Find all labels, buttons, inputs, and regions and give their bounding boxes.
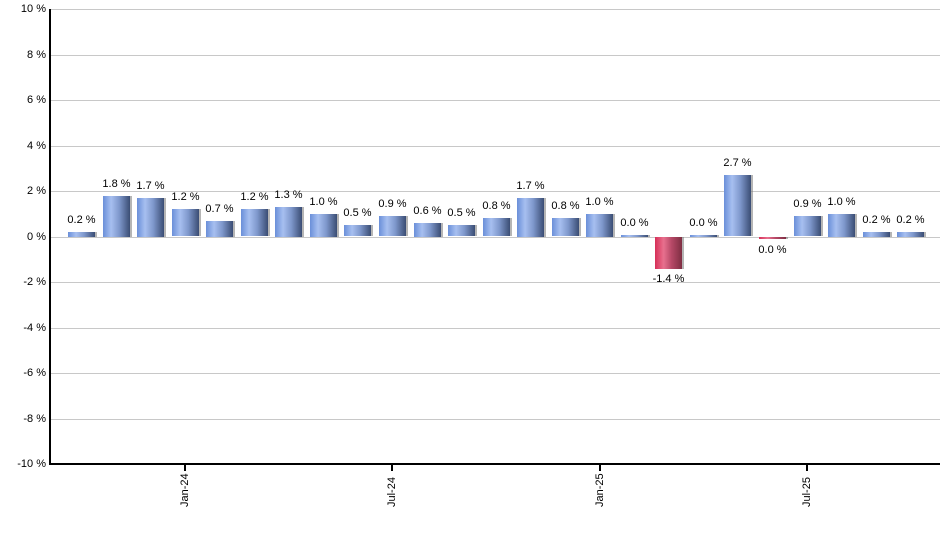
bar-value-label: 0.8 % (551, 200, 580, 212)
x-tick-label: Jul-24 (386, 477, 398, 507)
bar-dec-24 (552, 218, 579, 236)
bar-value-label: 1.3 % (274, 189, 303, 201)
y-tick-label: 10 % (20, 3, 46, 15)
y-axis-line (49, 9, 51, 465)
bar-may-25 (724, 175, 751, 236)
bar-aug-25 (828, 214, 855, 237)
x-tick-mark (806, 465, 808, 471)
x-axis-line (49, 463, 940, 465)
gridline (50, 55, 940, 56)
bar-value-label: 0.5 % (447, 207, 476, 219)
bar-apr-24 (275, 207, 302, 237)
bar-value-label: -1.4 % (652, 273, 685, 285)
gridline (50, 100, 940, 101)
bar-oct-23 (68, 232, 95, 237)
gridline (50, 328, 940, 329)
bar-value-label: 0.2 % (896, 214, 925, 226)
gridline (50, 237, 940, 238)
gridline (50, 419, 940, 420)
bar-aug-24 (414, 223, 441, 237)
bar-value-label: 2.7 % (723, 157, 752, 169)
bar-value-label: 0.2 % (862, 214, 891, 226)
bar-value-label: 0.9 % (793, 198, 822, 210)
y-tick-label: -4 % (23, 322, 46, 334)
x-tick-label: Jan-24 (179, 473, 191, 507)
bar-value-label: 1.2 % (171, 191, 200, 203)
bar-value-label: 1.7 % (136, 180, 165, 192)
bar-value-label: 1.0 % (827, 196, 856, 208)
y-tick-label: 4 % (27, 140, 46, 152)
x-tick-label: Jan-25 (594, 473, 606, 507)
bar-jul-25 (794, 216, 821, 236)
gridline (50, 146, 940, 147)
bar-mar-24 (241, 209, 268, 236)
y-tick-label: 0 % (27, 231, 46, 243)
gridline (50, 373, 940, 374)
bar-mar-25 (655, 237, 682, 269)
bar-value-label: 0.8 % (482, 200, 511, 212)
bar-apr-25 (690, 235, 717, 237)
bar-jun-24 (344, 225, 371, 236)
bar-oct-25 (897, 232, 924, 237)
bar-value-label: 0.0 % (620, 217, 649, 229)
gridline (50, 282, 940, 283)
y-tick-label: -6 % (23, 367, 46, 379)
bar-value-label: 0.9 % (378, 198, 407, 210)
x-tick-label: Jul-25 (801, 477, 813, 507)
bar-jul-24 (379, 216, 406, 236)
gridline (50, 9, 940, 10)
y-tick-label: -10 % (17, 458, 46, 470)
x-tick-mark (599, 465, 601, 471)
y-tick-label: -2 % (23, 276, 46, 288)
bar-jan-24 (172, 209, 199, 236)
bar-nov-23 (103, 196, 130, 237)
bar-value-label: 0.6 % (413, 205, 442, 217)
bar-oct-24 (483, 218, 510, 236)
bar-value-label: 0.5 % (343, 207, 372, 219)
bar-value-label: 1.8 % (102, 178, 131, 190)
y-tick-label: -8 % (23, 413, 46, 425)
bar-dec-23 (137, 198, 164, 237)
bar-value-label: 0.7 % (205, 203, 234, 215)
bar-value-label: 1.7 % (516, 180, 545, 192)
y-tick-label: 8 % (27, 49, 46, 61)
y-tick-label: 2 % (27, 185, 46, 197)
bar-value-label: 0.0 % (689, 217, 718, 229)
y-tick-label: 6 % (27, 94, 46, 106)
bar-value-label: 1.2 % (240, 191, 269, 203)
bar-value-label: 1.0 % (585, 196, 614, 208)
bar-value-label: 0.0 % (758, 244, 787, 256)
bar-value-label: 0.2 % (67, 214, 96, 226)
bar-jun-25 (759, 237, 786, 239)
x-tick-mark (184, 465, 186, 471)
gridline (50, 191, 940, 192)
bar-nov-24 (517, 198, 544, 237)
bar-sep-25 (863, 232, 890, 237)
x-tick-mark (391, 465, 393, 471)
bar-may-24 (310, 214, 337, 237)
bar-value-label: 1.0 % (309, 196, 338, 208)
bar-feb-25 (621, 235, 648, 237)
bar-jan-25 (586, 214, 613, 237)
bar-feb-24 (206, 221, 233, 237)
bar-sep-24 (448, 225, 475, 236)
